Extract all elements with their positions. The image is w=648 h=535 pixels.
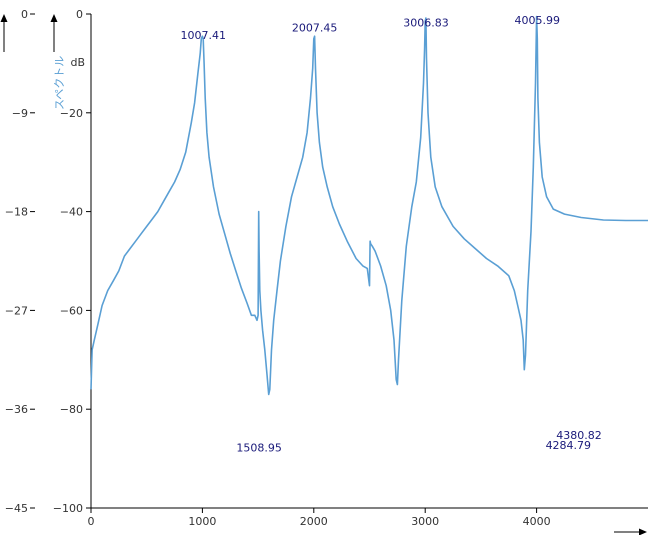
arrow-up-icon bbox=[0, 14, 8, 52]
y2-tick-label: 0 bbox=[21, 8, 28, 21]
y-tick-label: −20 bbox=[60, 107, 83, 120]
x-tick-label: 2000 bbox=[300, 515, 328, 528]
y-tick-label: 0 bbox=[76, 8, 83, 21]
y-tick-label: −80 bbox=[60, 403, 83, 416]
y-tick-label: −60 bbox=[60, 304, 83, 317]
x-axis-arrow-icon bbox=[614, 528, 647, 535]
y2-tick-label: −18 bbox=[5, 206, 28, 219]
y2-tick-label: −45 bbox=[5, 502, 28, 515]
peak-annotation: 2007.45 bbox=[292, 21, 338, 34]
x-tick-label: 4000 bbox=[523, 515, 551, 528]
y-tick-label: −40 bbox=[60, 206, 83, 219]
y2-tick-label: −36 bbox=[5, 403, 28, 416]
y2-tick-label: −9 bbox=[12, 107, 28, 120]
x-tick-label: 3000 bbox=[411, 515, 439, 528]
peak-annotation: 4005.99 bbox=[515, 14, 561, 27]
peak-annotation: 1508.95 bbox=[236, 441, 282, 454]
peak-annotation: 1007.41 bbox=[180, 29, 226, 42]
x-tick-label: 0 bbox=[88, 515, 95, 528]
y2-tick-label: −27 bbox=[5, 304, 28, 317]
spectrum-line bbox=[90, 15, 648, 396]
x-tick-label: 1000 bbox=[188, 515, 216, 528]
secondary-axis-label: スペクトル bbox=[53, 56, 66, 110]
secondary-axis-arrow-icon bbox=[50, 14, 58, 52]
peak-annotation: 4380.82 bbox=[556, 429, 602, 442]
peak-annotation: 4284.79 bbox=[546, 439, 592, 452]
peak-annotation: 3006.83 bbox=[403, 16, 449, 29]
y-tick-label: −100 bbox=[53, 502, 83, 515]
y-axis-unit-label: dB bbox=[70, 56, 85, 69]
